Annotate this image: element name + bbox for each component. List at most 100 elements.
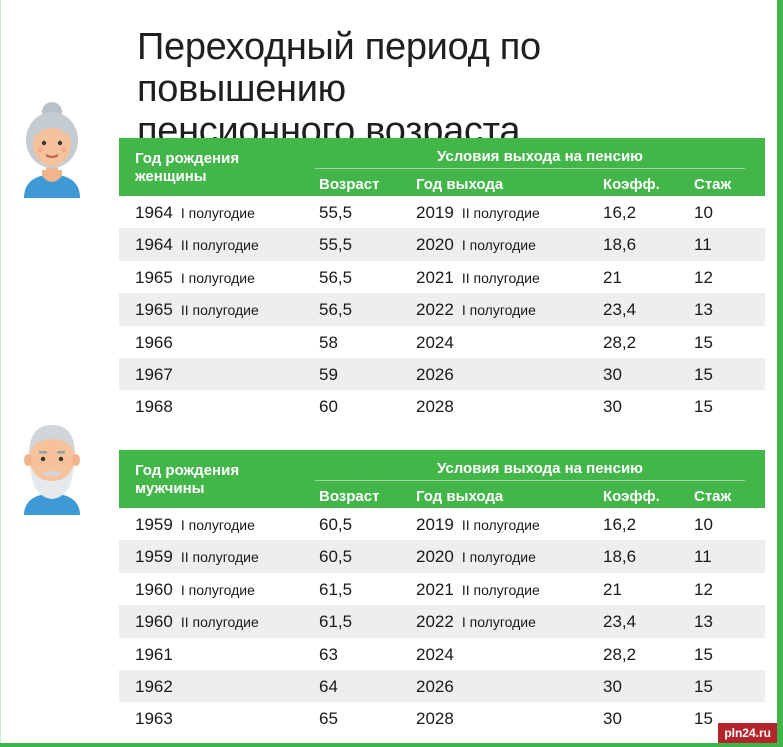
experience: 12 bbox=[694, 267, 713, 287]
retirement-age: 64 bbox=[319, 676, 338, 696]
coefficient: 30 bbox=[603, 397, 622, 417]
retirement-age: 56,5 bbox=[319, 267, 353, 287]
table-row: 1961 63 2024 28,2 15 bbox=[119, 638, 765, 670]
retirement-year: 2022 bbox=[416, 612, 454, 632]
experience: 15 bbox=[694, 709, 713, 729]
elderly-man-icon bbox=[18, 415, 86, 515]
women-table-header: Год рождения женщины Условия выхода на п… bbox=[119, 138, 765, 196]
table-row: 1960 II полугодие 61,5 2022 I полугодие 23,4 1… bbox=[119, 605, 765, 638]
coefficient: 23,4 bbox=[603, 612, 637, 632]
retirement-age: 56,5 bbox=[319, 300, 353, 320]
experience: 15 bbox=[694, 332, 713, 352]
men-col-year: Год выхода bbox=[416, 488, 504, 505]
men-table-rows: 1959 I полугодие 60,5 2019 II полугодие 16,2 1… bbox=[119, 508, 765, 735]
women-col-experience: Стаж bbox=[694, 176, 732, 193]
site-watermark: pln24.ru bbox=[718, 723, 777, 743]
experience: 15 bbox=[694, 676, 713, 696]
birth-year: 1965 bbox=[135, 300, 173, 320]
coefficient: 16,2 bbox=[603, 515, 637, 534]
retirement-year: 2021 bbox=[416, 267, 454, 287]
birth-year: 1959 bbox=[135, 515, 173, 534]
page-title: Переходный период по повышению пенсионно… bbox=[137, 26, 757, 152]
retirement-age: 65 bbox=[319, 709, 338, 729]
table-row: 1962 64 2026 30 15 bbox=[119, 669, 765, 703]
coefficient: 30 bbox=[603, 676, 622, 696]
women-birth-header: Год рождения женщины bbox=[135, 150, 285, 186]
retirement-age: 61,5 bbox=[319, 579, 353, 599]
retirement-year: 2028 bbox=[416, 397, 454, 417]
coefficient: 16,2 bbox=[603, 203, 637, 222]
retirement-half: I полугодие bbox=[461, 237, 536, 254]
table-row: 1966 58 2024 28,2 15 bbox=[119, 326, 765, 358]
birth-year: 1959 bbox=[135, 547, 173, 567]
experience: 15 bbox=[694, 364, 713, 384]
men-col-experience: Стаж bbox=[694, 488, 732, 505]
table-row: 1965 I полугодие 56,5 2021 II полугодие 21 12 bbox=[119, 261, 765, 293]
retirement-half: II полугодие bbox=[461, 581, 540, 598]
retirement-year: 2019 bbox=[416, 203, 454, 222]
women-pension-table: Год рождения женщины Условия выхода на п… bbox=[119, 138, 765, 423]
coefficient: 21 bbox=[603, 579, 622, 599]
frame-bottom-border bbox=[0, 743, 783, 747]
retirement-year: 2024 bbox=[416, 644, 454, 664]
retirement-year: 2026 bbox=[416, 364, 454, 384]
birth-half: II полугодие bbox=[180, 614, 259, 631]
coefficient: 23,4 bbox=[603, 300, 637, 320]
birth-year: 1960 bbox=[135, 579, 173, 599]
experience: 15 bbox=[694, 397, 713, 417]
table-row: 1959 II полугодие 60,5 2020 I полугодие 18,6 1… bbox=[119, 540, 765, 573]
table-row: 1964 II полугодие 55,5 2020 I полугодие 18,6 1… bbox=[119, 228, 765, 261]
women-birth-header-line1: Год рождения bbox=[135, 150, 240, 167]
retirement-half: I полугодие bbox=[461, 614, 536, 631]
table-row: 1967 59 2026 30 15 bbox=[119, 357, 765, 391]
men-birth-header-line1: Год рождения bbox=[135, 462, 240, 479]
birth-half: II полугодие bbox=[180, 237, 259, 254]
table-row: 1963 65 2028 30 15 bbox=[119, 702, 765, 734]
retirement-half: I полугодие bbox=[461, 302, 536, 319]
retirement-year: 2021 bbox=[416, 579, 454, 599]
birth-year: 1964 bbox=[135, 235, 173, 255]
retirement-half: I полугодие bbox=[461, 549, 536, 566]
frame-right-border bbox=[777, 0, 783, 747]
coefficient: 21 bbox=[603, 267, 622, 287]
retirement-year: 2020 bbox=[416, 235, 454, 255]
birth-half: I полугодие bbox=[180, 269, 255, 286]
birth-year: 1968 bbox=[135, 397, 173, 417]
men-birth-header: Год рождения мужчины bbox=[135, 462, 285, 498]
men-table-header: Год рождения мужчины Условия выхода на п… bbox=[119, 450, 765, 508]
table-row: 1960 I полугодие 61,5 2021 II полугодие 21 12 bbox=[119, 573, 765, 605]
coefficient: 18,6 bbox=[603, 547, 637, 567]
retirement-age: 58 bbox=[319, 332, 338, 352]
experience: 11 bbox=[694, 235, 712, 255]
birth-year: 1962 bbox=[135, 676, 173, 696]
birth-year: 1961 bbox=[135, 644, 173, 664]
women-col-age: Возраст bbox=[319, 176, 380, 193]
experience: 13 bbox=[694, 300, 713, 320]
coefficient: 30 bbox=[603, 364, 622, 384]
retirement-age: 60,5 bbox=[319, 547, 353, 567]
retirement-age: 55,5 bbox=[319, 203, 353, 222]
birth-year: 1967 bbox=[135, 364, 173, 384]
elderly-woman-icon bbox=[18, 98, 86, 198]
men-col-coef: Коэфф. bbox=[603, 488, 660, 505]
women-conditions-header: Условия выхода на пенсию bbox=[437, 148, 643, 165]
table-row: 1959 I полугодие 60,5 2019 II полугодие 16,2 1… bbox=[119, 508, 765, 540]
retirement-year: 2024 bbox=[416, 332, 454, 352]
retirement-year: 2028 bbox=[416, 709, 454, 729]
men-conditions-header: Условия выхода на пенсию bbox=[437, 460, 643, 477]
experience: 15 bbox=[694, 644, 713, 664]
retirement-year: 2020 bbox=[416, 547, 454, 567]
retirement-year: 2019 bbox=[416, 515, 454, 534]
birth-year: 1965 bbox=[135, 267, 173, 287]
table-row: 1968 60 2028 30 15 bbox=[119, 390, 765, 422]
experience: 12 bbox=[694, 579, 713, 599]
retirement-age: 55,5 bbox=[319, 235, 353, 255]
retirement-year: 2026 bbox=[416, 676, 454, 696]
table-row: 1964 I полугодие 55,5 2019 II полугодие 16,2 1… bbox=[119, 196, 765, 228]
coefficient: 18,6 bbox=[603, 235, 637, 255]
retirement-year: 2022 bbox=[416, 300, 454, 320]
birth-half: II полугодие bbox=[180, 549, 259, 566]
birth-half: II полугодие bbox=[180, 302, 259, 319]
retirement-age: 61,5 bbox=[319, 612, 353, 632]
coefficient: 30 bbox=[603, 709, 622, 729]
